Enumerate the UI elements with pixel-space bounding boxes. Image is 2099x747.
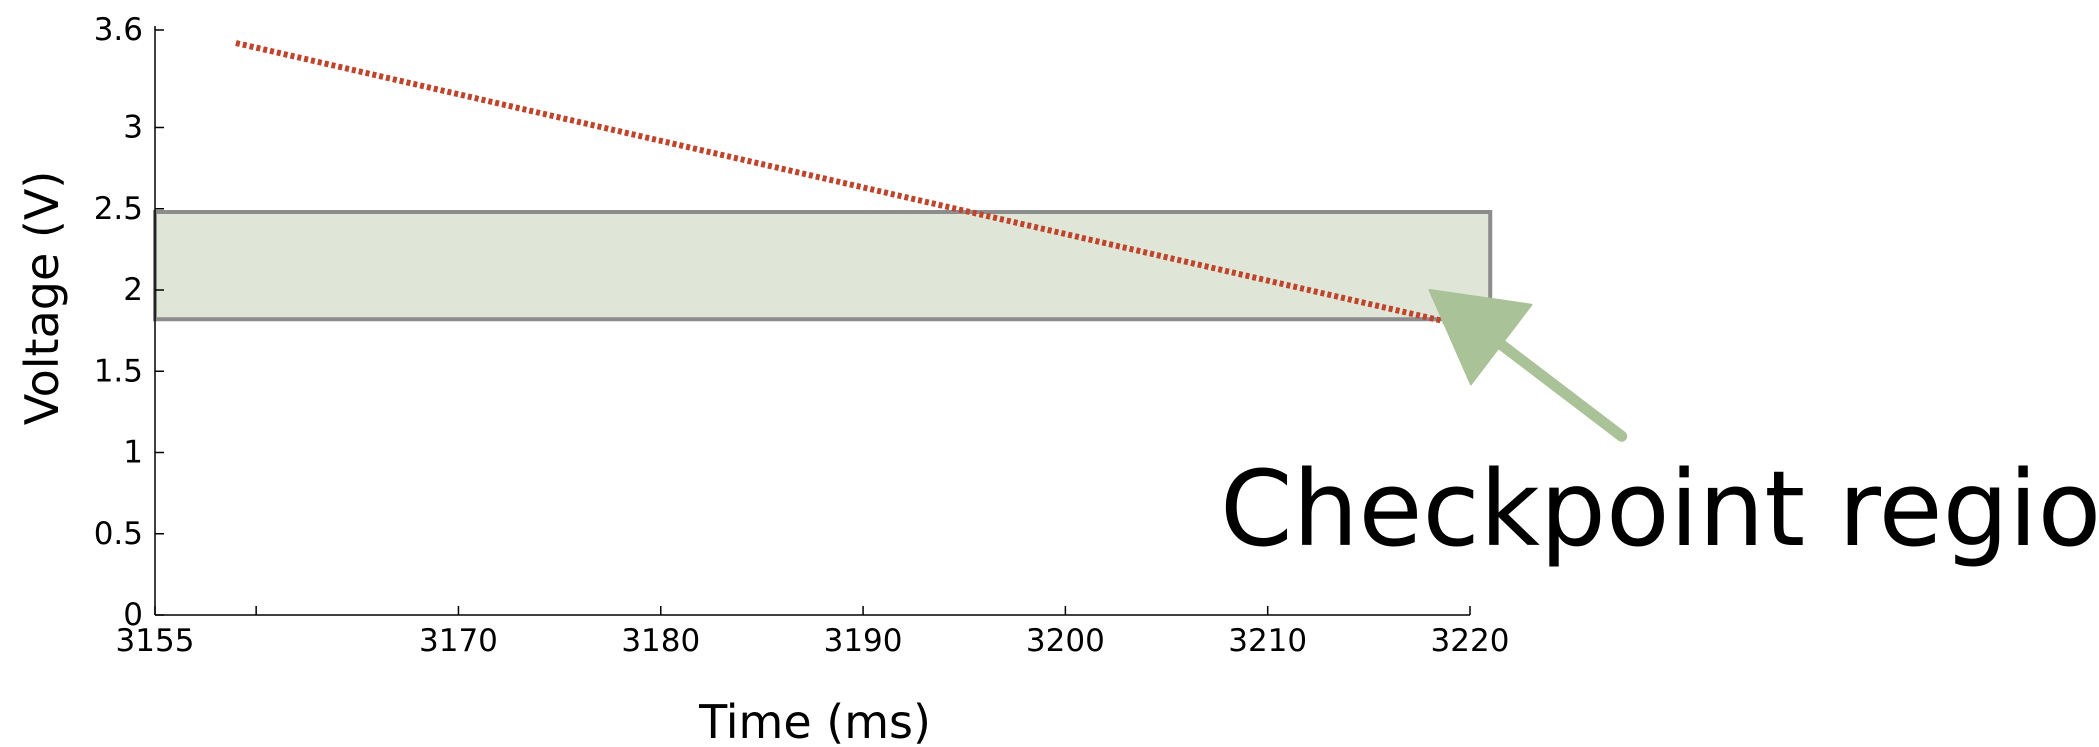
y-axis-title: Voltage (V) [15,171,69,426]
series-layer [235,40,1451,326]
x-tick-label: 3170 [419,623,498,659]
x-tick-label: 3155 [116,623,195,659]
x-tick-label: 3220 [1431,623,1510,659]
y-tick-label: 1 [123,435,143,471]
y-tick-label: 2.5 [94,191,143,227]
y-tick-label: 3 [123,110,143,146]
y-tick-label: 0.5 [94,516,143,552]
labels-layer: 3155 3170 3180 3190 3200 3210 3220 0 0.5 1 1.5 2 2.5… [94,12,1510,659]
checkpoint-region-label: Checkpoint region [1220,448,2099,570]
annotation-arrow-shaft [1495,339,1628,442]
y-tick-label: 1.5 [94,353,143,389]
x-tick-label: 3210 [1228,623,1307,659]
y-tick-label: 0 [123,597,143,633]
annotation-arrow-head [1428,289,1533,386]
x-axis-title: Time (ms) [698,695,931,747]
x-tick-label: 3200 [1026,623,1105,659]
checkpoint-region [153,210,1493,322]
x-tick-label: 3180 [621,623,700,659]
y-tick-label: 3.6 [94,12,143,48]
x-tick-label: 3190 [824,623,903,659]
voltage-series-line [235,40,1451,326]
checkpoint-region-layer [153,210,1493,322]
axes [154,26,1471,616]
annotation-arrow-layer [1428,289,1628,442]
y-tick-label: 2 [123,272,143,308]
